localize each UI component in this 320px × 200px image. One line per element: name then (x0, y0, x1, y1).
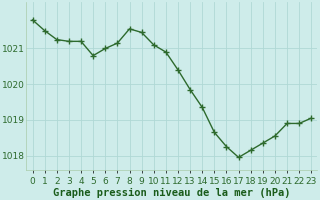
X-axis label: Graphe pression niveau de la mer (hPa): Graphe pression niveau de la mer (hPa) (53, 188, 291, 198)
